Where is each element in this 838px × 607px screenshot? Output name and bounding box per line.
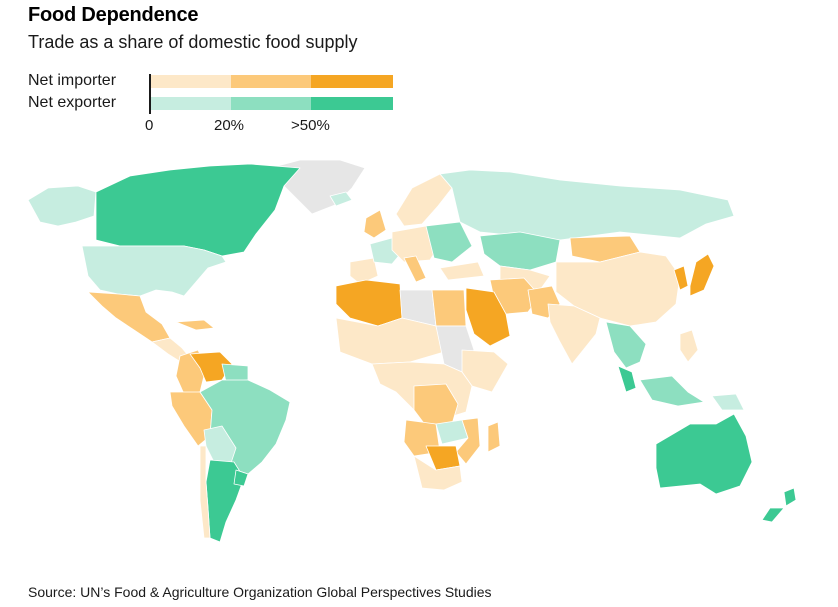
legend-exporter-label: Net exporter <box>28 94 117 111</box>
region-zimbabwe-botswana <box>425 445 461 471</box>
source-note: Source: UN’s Food & Agriculture Organiza… <box>28 584 492 600</box>
region-china <box>555 251 681 327</box>
legend-tick-50: >50% <box>291 117 330 134</box>
region-australia <box>655 413 753 495</box>
legend-importer-mid <box>231 75 311 88</box>
chart-subtitle: Trade as a share of domestic food supply <box>28 32 358 52</box>
region-canada <box>95 163 301 257</box>
region-guyanas <box>221 363 249 383</box>
legend-tick-20: 20% <box>214 117 245 134</box>
region-italy <box>403 255 427 283</box>
region-eastern-europe <box>425 221 473 263</box>
legend: Net importer Net exporter 0 20% >50% <box>28 70 408 140</box>
region-chile <box>199 445 211 539</box>
region-uk <box>363 209 387 239</box>
region-philippines <box>679 329 699 363</box>
legend-exporter-low <box>151 97 231 110</box>
region-alaska <box>27 185 97 227</box>
region-russia <box>439 169 735 241</box>
region-sahel <box>335 317 445 365</box>
region-southeast-asia <box>605 321 647 369</box>
legend-exporter-high <box>311 97 393 110</box>
region-south-africa <box>413 455 463 491</box>
region-japan <box>689 253 715 297</box>
region-usa <box>81 245 227 297</box>
legend-importer-label: Net importer <box>28 72 117 89</box>
region-new-zealand <box>761 487 797 523</box>
chart-title: Food Dependence <box>28 4 199 26</box>
region-madagascar <box>487 421 501 453</box>
legend-exporter-mid <box>231 97 311 110</box>
region-turkey <box>439 261 485 281</box>
region-kazakhstan <box>479 231 561 271</box>
legend-importer-low <box>151 75 231 88</box>
legend-axis <box>149 74 151 114</box>
region-uruguay <box>233 469 249 487</box>
region-papua <box>711 393 745 411</box>
region-mozambique <box>455 417 481 465</box>
region-egypt <box>431 289 467 327</box>
region-malaysia <box>617 365 637 393</box>
region-mexico <box>87 291 171 343</box>
region-caribbean <box>175 319 215 331</box>
region-india <box>547 303 601 365</box>
region-northwest-africa <box>335 279 403 327</box>
region-indonesia <box>639 375 705 407</box>
region-saudi-arabia <box>465 287 511 347</box>
region-iceland <box>329 191 353 207</box>
legend-importer-high <box>311 75 393 88</box>
region-scandinavia <box>395 173 453 227</box>
region-korea <box>673 265 689 291</box>
world-map <box>27 159 797 543</box>
legend-tick-0: 0 <box>145 117 154 134</box>
